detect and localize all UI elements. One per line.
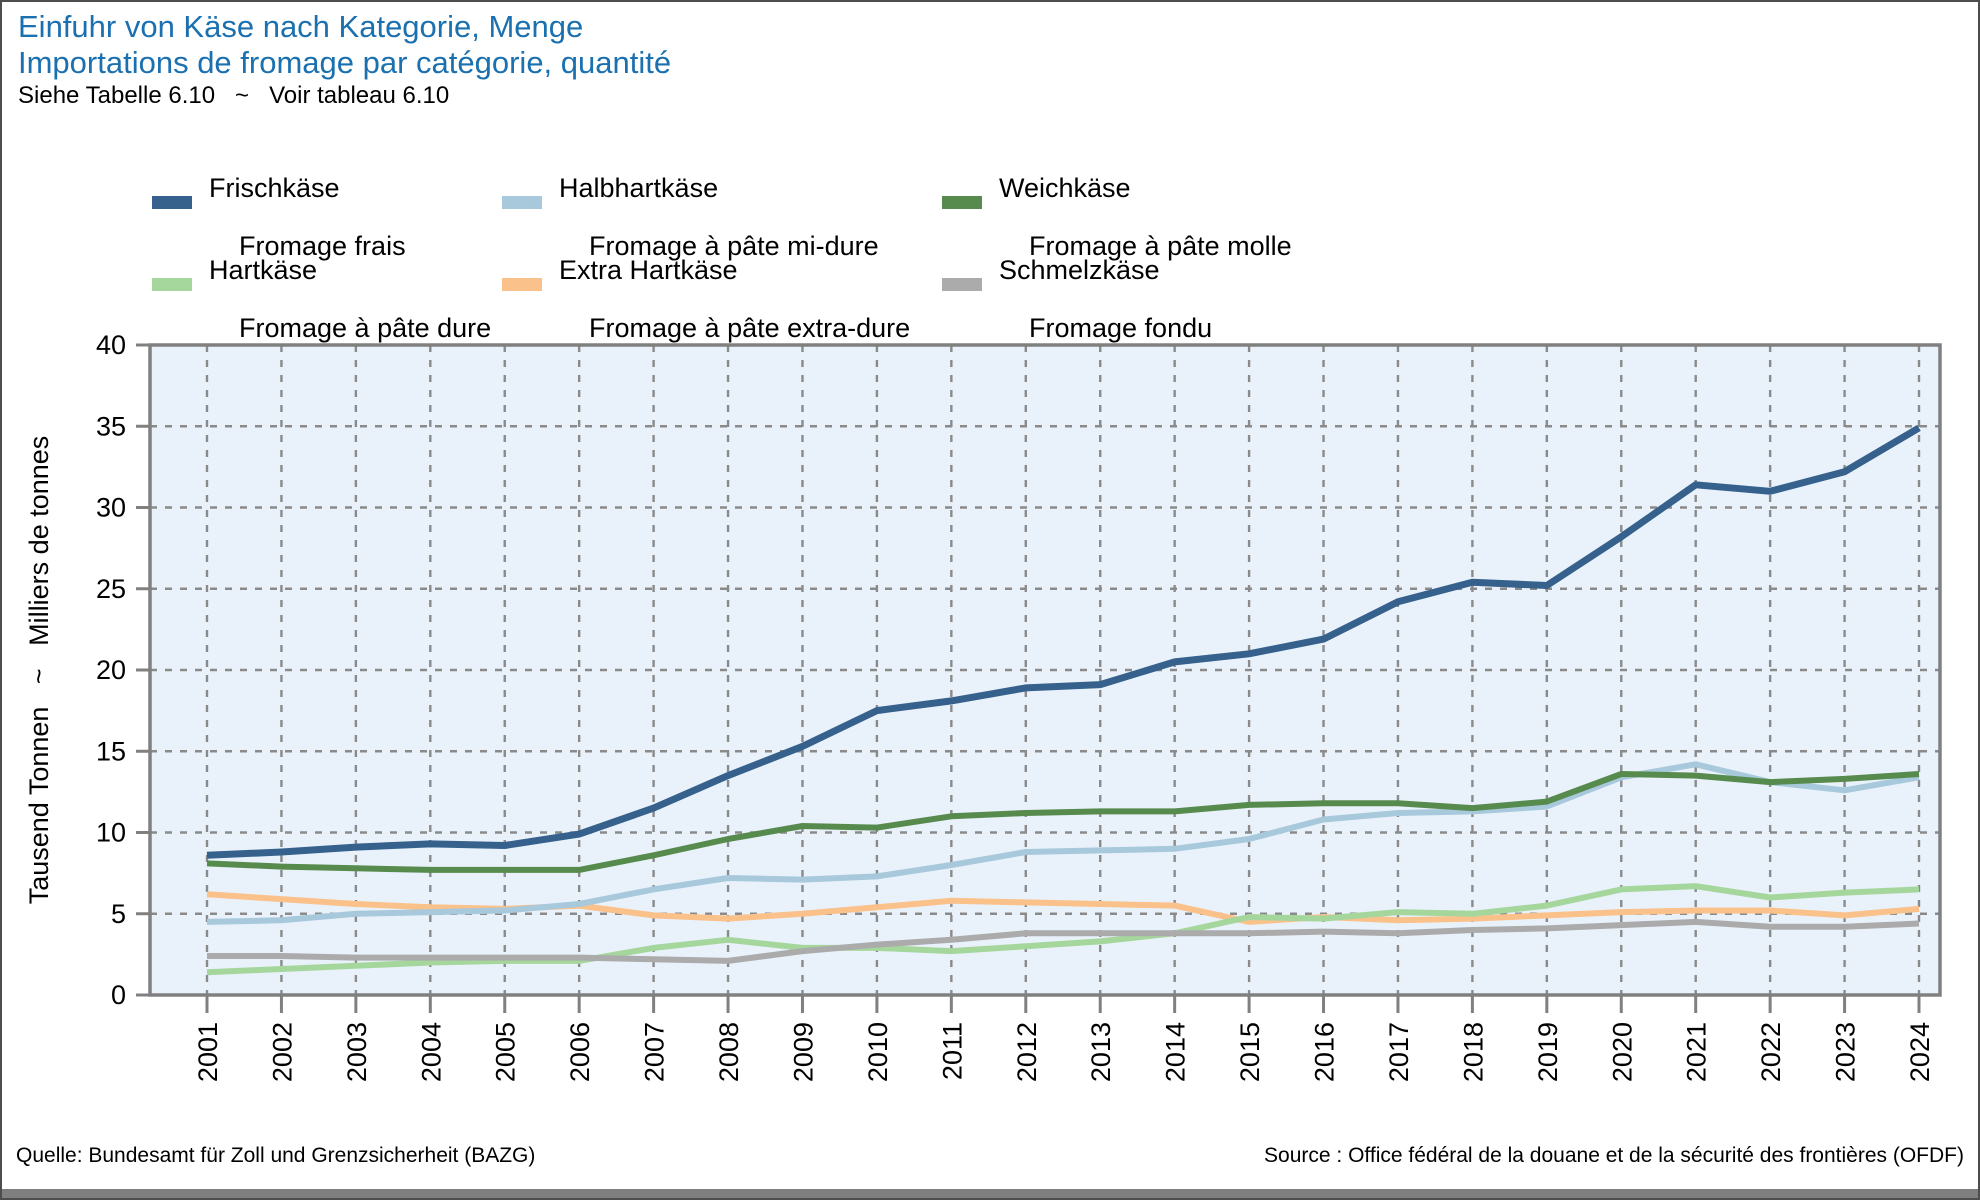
svg-text:2023: 2023 — [1831, 1022, 1861, 1082]
source-note-french: Source : Office fédéral de la douane et … — [1264, 1144, 1964, 1167]
svg-text:10: 10 — [96, 818, 126, 848]
svg-text:2001: 2001 — [193, 1022, 223, 1082]
svg-text:40: 40 — [96, 330, 126, 360]
svg-text:2024: 2024 — [1905, 1022, 1935, 1082]
svg-text:25: 25 — [96, 574, 126, 604]
svg-text:15: 15 — [96, 736, 126, 766]
svg-text:2005: 2005 — [491, 1022, 521, 1082]
svg-text:35: 35 — [96, 411, 126, 441]
legend-label-de: Hartkäse — [209, 255, 318, 285]
svg-text:2019: 2019 — [1533, 1022, 1563, 1082]
legend-swatch-extra-hartkaese — [502, 278, 542, 291]
legend-swatch-halbhartkaese — [502, 196, 542, 209]
legend-label-fr: Fromage fondu — [1029, 313, 1213, 343]
legend-label-de: Frischkäse — [209, 173, 340, 203]
svg-text:2022: 2022 — [1756, 1022, 1786, 1082]
svg-text:2012: 2012 — [1012, 1022, 1042, 1082]
series-line-schmelzkaese — [207, 918, 1920, 964]
svg-text:2011: 2011 — [937, 1022, 967, 1080]
svg-text:0: 0 — [111, 980, 126, 1010]
svg-text:2013: 2013 — [1086, 1022, 1116, 1082]
series-line-frischkaese — [206, 424, 1921, 859]
page-title-german: Einfuhr von Käse nach Kategorie, Menge — [18, 9, 584, 44]
y-axis-tick-labels: 0 5 10 15 20 25 30 35 40 — [96, 330, 126, 1010]
svg-text:30: 30 — [96, 493, 126, 523]
svg-text:2009: 2009 — [788, 1022, 818, 1082]
svg-text:2008: 2008 — [714, 1022, 744, 1082]
legend-swatch-frischkaese — [152, 196, 192, 209]
x-axis-tick-labels: 2001 2002 2003 2004 2005 2006 2007 2008 2009 2010… — [193, 1022, 1935, 1082]
svg-text:5: 5 — [111, 899, 126, 929]
svg-text:2020: 2020 — [1607, 1022, 1637, 1082]
series-lines — [206, 424, 1921, 976]
legend-swatch-weichkaese — [942, 196, 982, 209]
legend-label-fr: Fromage à pâte extra-dure — [589, 313, 911, 343]
legend-label-fr: Fromage à pâte molle — [1029, 231, 1292, 261]
svg-text:2007: 2007 — [640, 1022, 670, 1082]
legend-label-de: Schmelzkäse — [999, 255, 1160, 285]
legend-label-fr: Fromage à pâte mi-dure — [589, 231, 879, 261]
gridlines — [150, 345, 1940, 995]
svg-text:2015: 2015 — [1235, 1022, 1265, 1082]
svg-text:2003: 2003 — [342, 1022, 372, 1082]
y-axis-title: Tausend Tonnen ~ Milliers de tonnes — [24, 436, 54, 905]
legend-label-de: Weichkäse — [999, 173, 1131, 203]
series-line-weichkaese — [206, 771, 1920, 873]
svg-text:20: 20 — [96, 655, 126, 685]
table-reference-subtitle: Siehe Tabelle 6.10 ~ Voir tableau 6.10 — [18, 82, 450, 109]
svg-text:2018: 2018 — [1458, 1022, 1488, 1082]
legend-swatch-hartkaese — [152, 278, 192, 291]
axis-ticks — [136, 343, 1921, 1013]
svg-text:2017: 2017 — [1384, 1022, 1414, 1082]
plot-frame — [148, 343, 1942, 997]
legend-swatch-schmelzkaese — [942, 278, 982, 291]
legend-label-de: Halbhartkäse — [559, 173, 719, 203]
svg-text:2004: 2004 — [416, 1022, 446, 1082]
svg-text:2006: 2006 — [565, 1022, 595, 1082]
legend-label-fr: Fromage frais — [239, 231, 406, 261]
svg-text:2002: 2002 — [267, 1022, 297, 1082]
bottom-accent-bar — [2, 1189, 1978, 1198]
page-title-french: Importations de fromage par catégorie, q… — [18, 45, 672, 80]
legend-label-de: Extra Hartkäse — [559, 255, 738, 285]
svg-text:2016: 2016 — [1310, 1022, 1340, 1082]
svg-text:2021: 2021 — [1682, 1022, 1712, 1082]
source-note-german: Quelle: Bundesamt für Zoll und Grenzsich… — [16, 1144, 536, 1167]
series-line-hartkaese — [206, 883, 1920, 976]
svg-text:2010: 2010 — [863, 1022, 893, 1082]
svg-text:2014: 2014 — [1161, 1022, 1191, 1082]
legend-label-fr: Fromage à pâte dure — [239, 313, 492, 343]
